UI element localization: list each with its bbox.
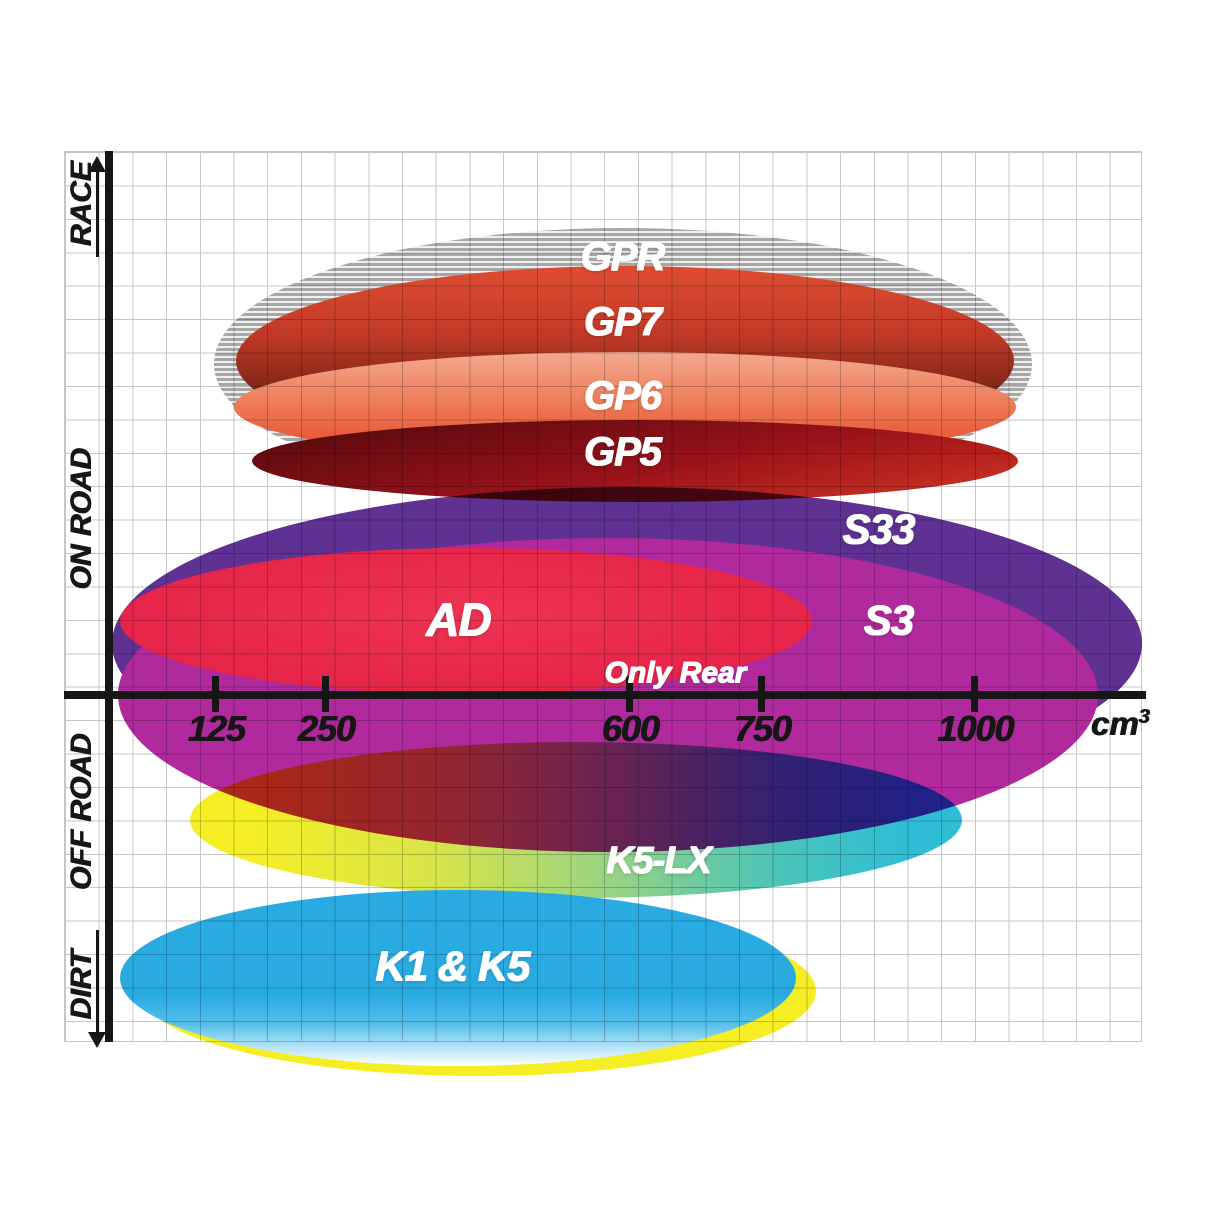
race-up-arrow-icon [88, 156, 106, 257]
y-label-off-road: OFF ROAD [65, 733, 98, 891]
arrow-shaft [95, 930, 99, 1032]
arrow-head [88, 156, 106, 172]
grid-background [64, 151, 1142, 1042]
x-tick-label-1000: 1000 [936, 708, 1014, 749]
gp6-label: GP6 [583, 373, 661, 418]
x-tick-600 [626, 676, 633, 712]
x-tick-125 [212, 676, 219, 712]
dirt-down-arrow-icon [88, 930, 106, 1048]
y-label-on-road: ON ROAD [65, 448, 98, 590]
x-tick-label-125: 125 [187, 708, 245, 749]
y-label-dirt: DIRT [65, 950, 98, 1020]
s3-label: S3 [863, 596, 913, 643]
x-tick-label-600: 600 [601, 708, 659, 749]
arrow-shaft [95, 170, 99, 257]
only-rear-label: Only Rear [604, 656, 746, 689]
k5lx-label: K5-LX [605, 839, 712, 882]
x-tick-1000 [971, 676, 978, 712]
k1k5-label: K1 & K5 [374, 942, 530, 989]
x-tick-label-250: 250 [297, 708, 355, 749]
x-tick-250 [322, 676, 329, 712]
y-axis-line [105, 151, 113, 1042]
x-axis-line [64, 691, 1146, 699]
x-tick-750 [758, 676, 765, 712]
x-tick-label-750: 750 [733, 708, 791, 749]
gp5-label: GP5 [583, 429, 661, 474]
x-axis-unit-label: cm3 [1090, 705, 1150, 742]
ad-label: AD [425, 593, 491, 645]
arrow-head [88, 1032, 106, 1048]
gp7-label: GP7 [583, 299, 661, 344]
y-label-race: RACE [65, 161, 98, 247]
s33-label: S33 [842, 505, 915, 552]
gpr-label: GPR [580, 234, 665, 279]
